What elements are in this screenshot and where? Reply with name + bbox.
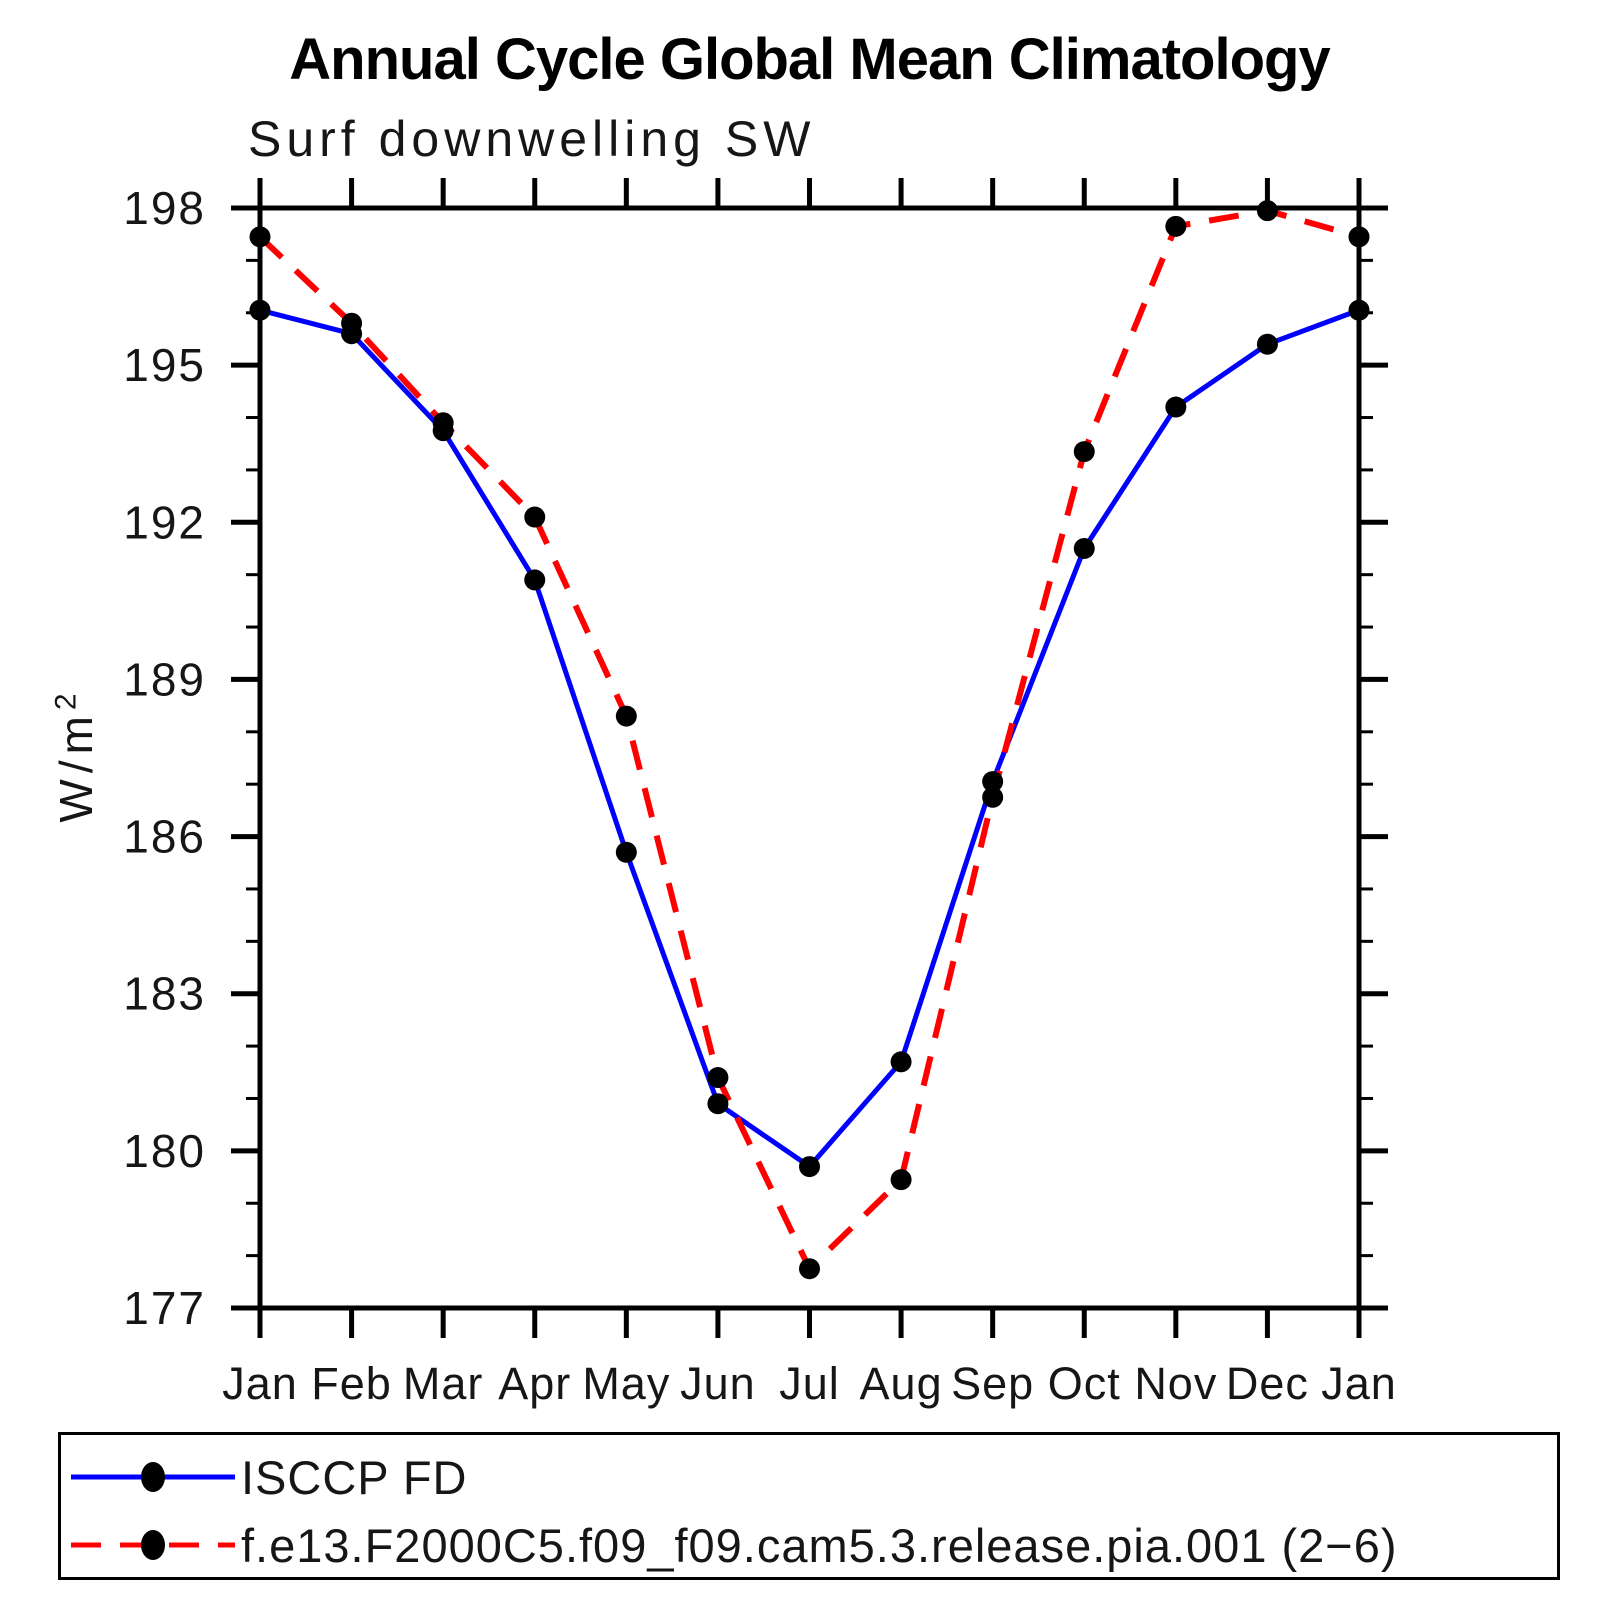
y-tick-label: 189 <box>123 653 206 705</box>
legend-marker-dot <box>141 1530 165 1560</box>
chart-subtitle: Surf downwelling SW <box>248 111 816 167</box>
data-point-marker <box>615 705 637 727</box>
data-point-marker <box>249 299 271 321</box>
data-point-marker <box>799 1156 820 1178</box>
data-point-marker <box>1073 537 1095 559</box>
data-point-marker <box>524 506 546 528</box>
data-point-marker <box>249 226 271 248</box>
data-point-marker <box>982 786 1004 808</box>
chart-title: Annual Cycle Global Mean Climatology <box>289 27 1330 92</box>
legend-item-obs: ISCCP FD <box>69 1451 468 1504</box>
series-line-model <box>257 207 1360 1272</box>
series-line-isccp-fd <box>259 307 1360 1170</box>
data-point-marker <box>524 569 546 591</box>
x-tick-label: Jan <box>1321 1358 1397 1409</box>
data-point-marker <box>615 841 637 863</box>
x-tick-label: Dec <box>1226 1358 1309 1409</box>
x-tick-label: Feb <box>311 1358 392 1409</box>
data-point-marker <box>1348 299 1370 321</box>
legend-swatch-solid <box>71 1462 235 1492</box>
x-tick-label: Sep <box>951 1358 1034 1409</box>
data-point-marker <box>1348 226 1370 248</box>
legend-label-model: f.e13.F2000C5.f09_f09.cam5.3.release.pia… <box>241 1518 1398 1572</box>
data-point-marker <box>1256 200 1278 222</box>
y-tick-label: 195 <box>123 339 206 391</box>
x-tick-label: Apr <box>498 1358 571 1409</box>
x-tick-label: Mar <box>403 1358 484 1409</box>
x-tick-label: Oct <box>1048 1358 1121 1409</box>
x-tick-label: Nov <box>1134 1358 1217 1409</box>
y-tick-label: 177 <box>123 1282 206 1334</box>
x-tick-label: May <box>582 1358 670 1409</box>
legend-label-obs: ISCCP FD <box>241 1450 468 1504</box>
plot-frame <box>257 205 1362 1311</box>
legend-swatch-dashed <box>71 1530 235 1560</box>
legend-marker-dot <box>141 1462 165 1492</box>
x-tick-label: Aug <box>860 1358 943 1409</box>
data-point-marker <box>1256 333 1278 355</box>
data-point-marker <box>1073 441 1095 463</box>
data-point-marker <box>799 1258 820 1280</box>
data-point-marker <box>707 1093 729 1115</box>
x-tick-label: Jan <box>222 1358 298 1409</box>
data-point-marker <box>432 412 454 434</box>
legend-box: ISCCP FD f.e13.F2000C5.f09_f09.cam5.3.re… <box>58 1432 1560 1580</box>
data-point-marker <box>707 1067 729 1089</box>
data-point-marker <box>1165 396 1187 418</box>
y-tick-label: 198 <box>123 182 206 234</box>
data-point-marker <box>1165 215 1187 237</box>
y-tick-label: 192 <box>123 496 206 548</box>
x-tick-label: Jun <box>680 1358 756 1409</box>
x-tick-label: Jul <box>779 1358 840 1409</box>
data-point-marker <box>890 1169 912 1191</box>
data-point-marker <box>890 1051 912 1073</box>
data-point-marker <box>982 771 1004 793</box>
legend-item-model: f.e13.F2000C5.f09_f09.cam5.3.release.pia… <box>69 1519 1398 1572</box>
y-tick-label: 180 <box>123 1125 206 1177</box>
data-point-marker <box>341 312 363 334</box>
y-tick-label: 183 <box>123 968 206 1020</box>
y-tick-label: 186 <box>123 811 206 863</box>
